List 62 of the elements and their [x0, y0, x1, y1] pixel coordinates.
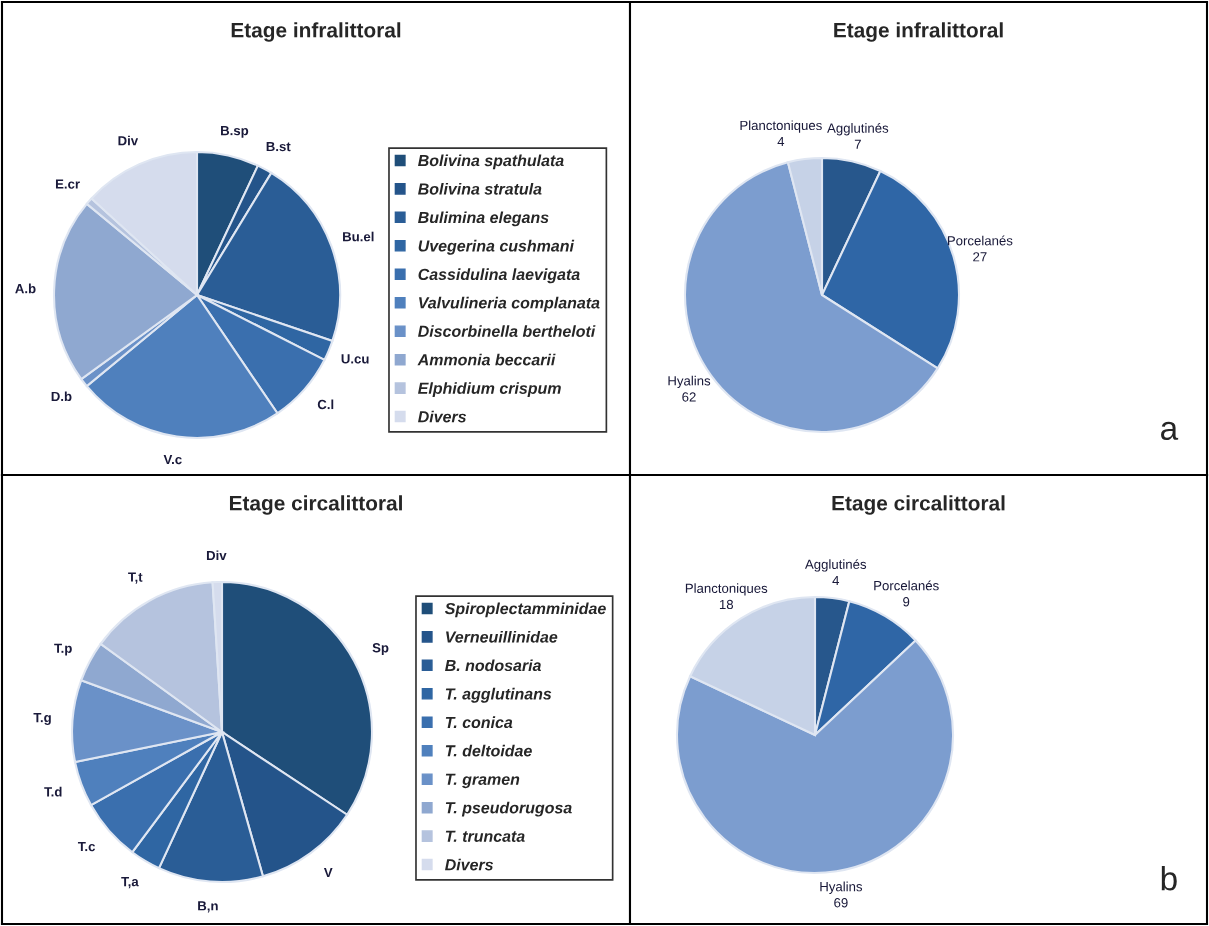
legend-label: T. deltoidae — [445, 744, 532, 757]
text: Div — [206, 550, 227, 560]
legend-label: Divers — [418, 410, 467, 423]
text: Bu.el — [343, 231, 374, 242]
slice-label: Porcelanés — [874, 580, 939, 591]
text: V — [323, 867, 333, 878]
legend-label: Bulimina elegans — [418, 211, 549, 227]
legend-label: T. truncata — [445, 830, 525, 842]
data-label: 27 — [973, 252, 987, 262]
text: Sp — [372, 643, 389, 656]
legend-label: Discorbinella bertheloti — [418, 325, 596, 337]
slice-label: Hyalins — [820, 881, 863, 894]
text: a — [1161, 421, 1179, 441]
slice-label: Porcelanés — [947, 235, 1013, 246]
chart-title: Etage infralittoral — [834, 22, 1003, 42]
text: B.st — [266, 141, 291, 152]
legend-label: Cassidulina laevigata — [418, 268, 580, 284]
text: T,a — [121, 877, 139, 889]
text: T.g — [33, 713, 51, 725]
data-label: 18 — [719, 599, 734, 610]
data-label: 69 — [834, 898, 848, 908]
text: Div — [118, 135, 139, 146]
legend-label: Bolivina stratula — [418, 182, 542, 195]
slice-label: Planctoniques — [740, 120, 822, 133]
slice-label: Agglutinés — [827, 122, 889, 136]
slice-label: Agglutinés — [804, 559, 867, 572]
text: T.d — [44, 786, 62, 797]
legend-label: T. agglutinans — [445, 687, 552, 703]
slice-label: Hyalins — [668, 375, 711, 389]
chart-title: Etage circalittoral — [832, 495, 1005, 515]
legend-label: Spiroplectamminidae — [444, 602, 606, 618]
data-label: 4 — [777, 137, 785, 147]
text: b — [1161, 865, 1177, 891]
legend-label: B. nodosaria — [445, 659, 542, 672]
legend-label: T. pseudorugosa — [445, 801, 572, 817]
legend-label: T. gramen — [445, 773, 520, 789]
legend-label: T. conica — [445, 716, 513, 729]
legend-label: Verneuillinidae — [446, 630, 558, 643]
legend-label: Bolivina spathulata — [418, 154, 564, 170]
legend-label: Uvegerina cushmani — [418, 239, 575, 255]
text: A.b — [15, 283, 36, 294]
text: T.c — [77, 841, 96, 852]
legend-label: Valvulineria complanata — [419, 296, 600, 312]
text: E.cr — [55, 179, 80, 189]
slice-label: Planctoniques — [685, 583, 768, 596]
data-label: 62 — [682, 392, 696, 402]
legend-label: Divers — [445, 858, 494, 871]
data-label: 4 — [832, 575, 840, 585]
data-label: 7 — [854, 139, 861, 149]
text: D.b — [51, 391, 72, 402]
text: B,n — [198, 901, 218, 913]
text: C.l — [317, 399, 334, 410]
text: U.cu — [341, 354, 369, 364]
chart-title: Etage infralittoral — [231, 22, 401, 42]
legend-label: Elphidium crispum — [418, 382, 561, 398]
text: B.sp — [221, 126, 249, 138]
text: T.p — [54, 643, 72, 656]
text: V.c — [163, 454, 182, 465]
text: T,t — [128, 572, 143, 584]
legend-label: Ammonia beccarii — [417, 353, 556, 366]
data-label: 9 — [903, 597, 910, 607]
chart-title: Etage circalittoral — [229, 495, 402, 515]
